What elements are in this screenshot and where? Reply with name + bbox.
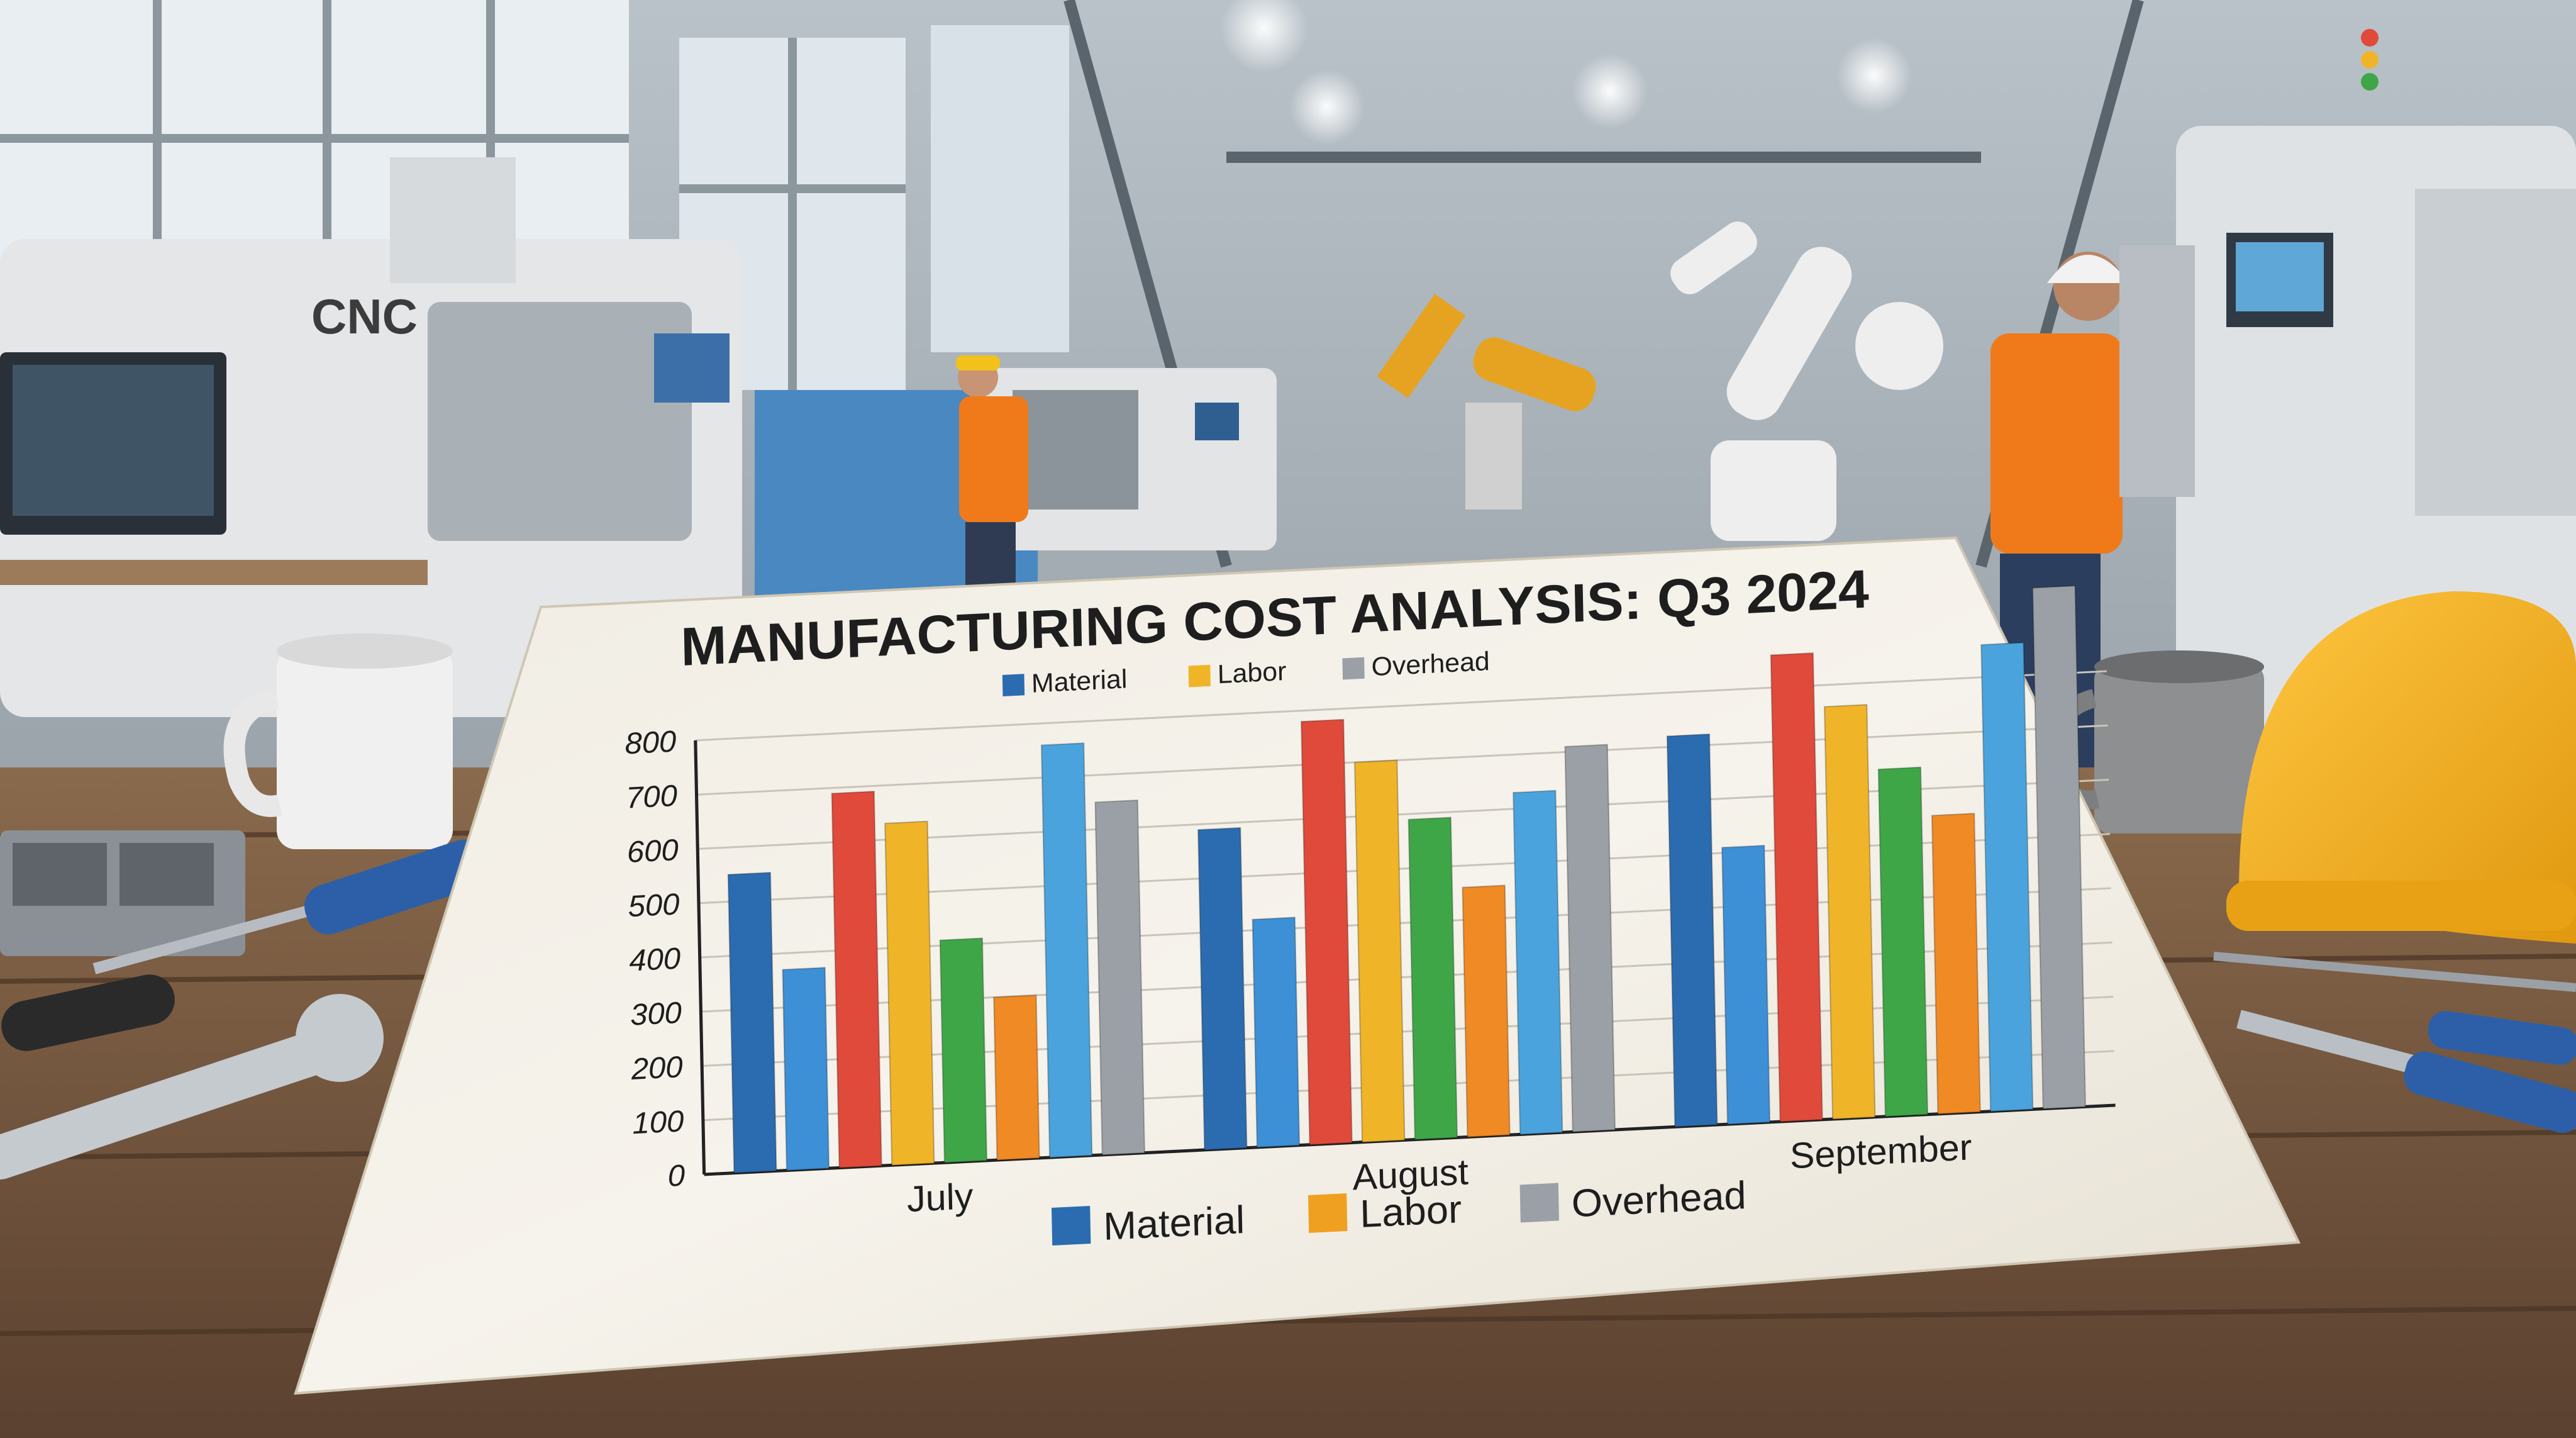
hard-hat (2226, 591, 2576, 944)
ceiling-lamps (1220, 0, 1912, 145)
bar (1931, 813, 1981, 1115)
legend-top-swatch-material (1002, 674, 1025, 696)
legend-top: Material Labor Overhead (1002, 646, 1490, 698)
y-tick-label: 100 (632, 1105, 684, 1140)
bar (1823, 704, 1876, 1120)
bar (2032, 585, 2087, 1110)
bar (727, 871, 777, 1174)
screwdriver-left (92, 839, 488, 974)
legend-bottom-overhead: Overhead (1571, 1173, 1746, 1225)
wrench-left (0, 974, 384, 1179)
bar (1040, 742, 1093, 1159)
worker-middle (956, 355, 1028, 591)
legend-top-overhead: Overhead (1371, 646, 1490, 681)
metal-tray (0, 830, 245, 956)
legend-bottom-material: Material (1103, 1198, 1245, 1249)
legend-bottom: Material Labor Overhead (1051, 1173, 1746, 1249)
bar (1666, 733, 1718, 1128)
legend-bottom-swatch-material (1051, 1205, 1091, 1246)
y-tick-label: 800 (625, 725, 677, 761)
bar (1721, 845, 1771, 1125)
x-category-label: September (1789, 1127, 1972, 1176)
x-axis (704, 1103, 2116, 1176)
bar (1980, 642, 2034, 1112)
metal-rod (2213, 952, 2576, 992)
y-tick-label: 0 (667, 1159, 685, 1193)
bar (1300, 718, 1353, 1145)
gridline (695, 670, 2107, 742)
legend-top-labor: Labor (1217, 656, 1286, 689)
gridline (697, 778, 2109, 850)
bar (782, 967, 830, 1171)
legend-bottom-labor: Labor (1360, 1188, 1462, 1236)
x-category-label: August (1352, 1152, 1468, 1198)
y-tick-label: 200 (630, 1050, 683, 1086)
legend-top-swatch-overhead (1342, 657, 1365, 680)
y-tick-label: 400 (629, 942, 681, 978)
gridline (696, 724, 2108, 796)
bar (1877, 766, 1929, 1117)
bar (1564, 744, 1616, 1133)
chart-grid (695, 670, 2114, 1122)
bar (1252, 917, 1301, 1148)
bar (1407, 817, 1458, 1140)
y-tick-label: 500 (628, 888, 680, 923)
bar (939, 937, 988, 1164)
legend-top-material: Material (1031, 664, 1128, 698)
x-category-label: July (906, 1176, 974, 1220)
bar (831, 790, 882, 1169)
legend-top-swatch-labor (1188, 664, 1211, 688)
y-tick-label: 300 (630, 996, 682, 1032)
gridline (702, 1050, 2114, 1122)
cnc-label: CNC (311, 289, 418, 344)
y-tick-label: 600 (626, 833, 679, 869)
bar (1354, 759, 1406, 1143)
category-labels: July August September (906, 1127, 1972, 1220)
robot-arm-white (1670, 221, 1943, 541)
cnc-machine-left: CNC (0, 157, 742, 717)
mug-left (223, 633, 453, 849)
bar (1770, 652, 1823, 1123)
gridline (702, 995, 2114, 1067)
bar (1513, 789, 1563, 1135)
legend-bottom-swatch-overhead (1519, 1183, 1559, 1223)
y-tick-label: 700 (626, 779, 678, 815)
y-axis-ticks: 0 100 200 300 400 500 600 700 800 (625, 725, 686, 1193)
bar (1094, 799, 1146, 1156)
bar (884, 820, 935, 1166)
legend-bottom-swatch-labor (1307, 1193, 1348, 1233)
bars (727, 585, 2087, 1174)
y-axis (694, 740, 706, 1175)
bar-chart: MANUFACTURING COST ANALYSIS: Q3 2024 Mat… (625, 559, 2116, 1249)
bar (1197, 827, 1248, 1151)
gridline (698, 833, 2111, 905)
gridline (699, 887, 2111, 959)
pliers-right (2236, 1010, 2576, 1133)
gridline (701, 941, 2112, 1013)
bar (1462, 884, 1511, 1138)
robot-arm-yellow (1377, 294, 1596, 510)
bar (993, 995, 1040, 1161)
